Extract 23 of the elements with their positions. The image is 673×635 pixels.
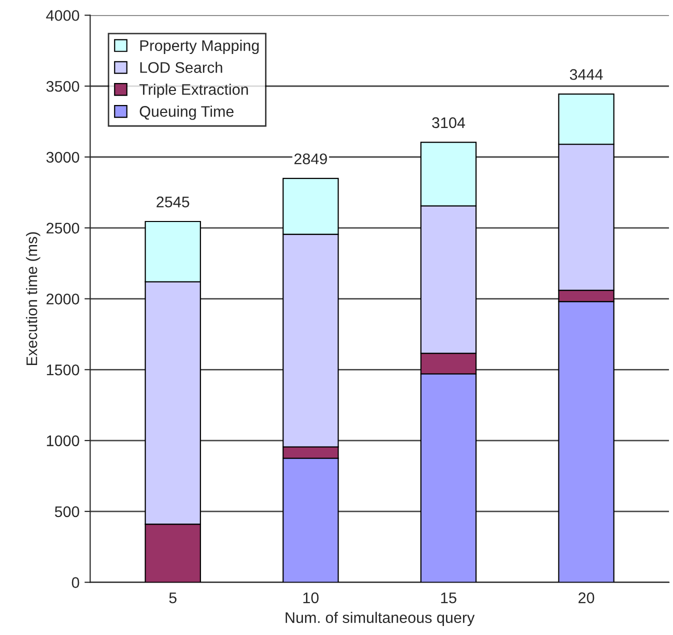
- total-label: 3104: [432, 117, 466, 128]
- legend-label: LOD Search: [140, 62, 222, 73]
- y-tick-label: 500: [54, 506, 80, 518]
- y-axis-title: Execution time (ms): [26, 232, 40, 366]
- y-tick-label: 0: [72, 577, 80, 588]
- total-label: 3444: [570, 69, 603, 80]
- y-tick-label: 4000: [46, 10, 80, 21]
- legend-label: Triple Extraction: [139, 84, 248, 98]
- y-tick-label: 1500: [46, 364, 80, 376]
- y-tick-label: 1000: [46, 435, 80, 446]
- total-label: 2849: [294, 153, 327, 164]
- y-tick-label: 2000: [46, 294, 80, 304]
- x-tick-label: 5: [169, 592, 176, 604]
- x-tick-label: 15: [441, 592, 456, 604]
- legend-label: Property Mapping: [140, 40, 259, 54]
- legend-label: Queuing Time: [140, 106, 234, 120]
- x-tick-label: 20: [578, 592, 594, 604]
- y-tick-label: 2500: [46, 222, 80, 234]
- x-axis-title: Num. of simultaneous query: [286, 612, 475, 626]
- y-tick-label: 3500: [46, 80, 80, 92]
- y-tick-label: 3000: [46, 152, 80, 163]
- total-label: 2545: [156, 196, 190, 208]
- x-tick-label: 10: [303, 592, 319, 604]
